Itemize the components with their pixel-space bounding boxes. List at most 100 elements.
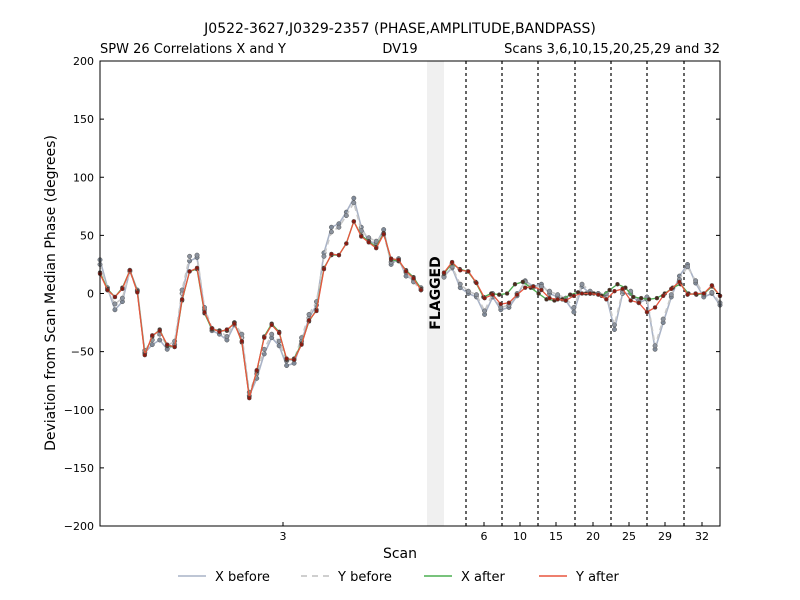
data-point: [628, 298, 633, 303]
y-tick-label: 100: [73, 171, 94, 184]
data-point: [638, 295, 644, 301]
data-point: [299, 342, 304, 347]
data-point: [269, 322, 274, 328]
data-point: [571, 309, 577, 315]
data-point: [187, 269, 192, 274]
data-point: [187, 253, 193, 259]
data-point: [239, 331, 245, 337]
data-point: [149, 342, 155, 348]
data-point: [579, 291, 585, 296]
series-x-after: [97, 219, 723, 400]
data-point: [652, 343, 658, 349]
y-tick-label: 150: [73, 113, 94, 126]
y-tick-label: −50: [71, 346, 94, 359]
data-point: [112, 294, 118, 300]
data-point: [306, 311, 312, 317]
data-point: [336, 224, 342, 230]
chart-subtitle-center: DV19: [382, 42, 417, 57]
data-point: [284, 356, 289, 361]
data-point: [668, 292, 674, 298]
data-point: [247, 395, 252, 401]
data-point: [709, 283, 715, 288]
data-point: [209, 326, 215, 331]
data-point: [276, 330, 282, 336]
y-tick-label: 200: [73, 55, 94, 68]
data-point: [261, 346, 267, 352]
data-point: [512, 281, 518, 287]
data-point: [321, 266, 327, 272]
data-point: [239, 338, 245, 344]
data-point: [172, 344, 177, 350]
data-point: [112, 301, 118, 307]
data-point: [449, 259, 455, 265]
data-point: [441, 270, 447, 275]
chart-subtitle-left: SPW 26 Correlations X and Y: [100, 42, 286, 57]
scan-label: 6: [481, 530, 488, 543]
data-point: [465, 288, 471, 294]
data-point: [120, 286, 125, 292]
series-line: [99, 200, 721, 396]
data-point: [291, 357, 297, 363]
data-point: [105, 287, 110, 293]
data-point: [709, 289, 715, 295]
data-point: [636, 300, 642, 306]
data-point: [135, 290, 140, 295]
series-line: [99, 219, 721, 398]
data-point: [466, 269, 471, 274]
y-tick-label: −200: [64, 520, 94, 533]
data-point: [373, 238, 379, 244]
data-point: [514, 292, 520, 297]
chart-title: J0522-3627,J0329-2357 (PHASE,AMPLITUDE,B…: [203, 21, 596, 37]
data-point: [563, 298, 569, 303]
data-point: [579, 281, 585, 287]
data-point: [224, 334, 230, 339]
data-point: [457, 268, 463, 273]
data-point: [482, 308, 488, 314]
data-point: [547, 295, 552, 301]
data-point: [531, 284, 536, 289]
data-point: [328, 229, 334, 235]
data-point: [567, 292, 573, 297]
scan-label: 10: [513, 530, 527, 543]
data-point: [504, 291, 510, 296]
data-point: [194, 265, 200, 271]
data-point: [351, 195, 357, 201]
x-axis-label: Scan: [383, 546, 417, 562]
data-point: [685, 292, 690, 297]
data-point: [157, 328, 162, 333]
data-point: [604, 297, 609, 302]
series-y-after: [97, 219, 723, 401]
data-point: [164, 342, 170, 347]
data-point: [411, 276, 416, 281]
legend-label: Y after: [575, 570, 619, 585]
data-point: [127, 268, 133, 273]
y-axis-ticks: 200 150 100 50 0 −50 −100 −150 −200: [64, 55, 720, 533]
x-axis-scan-labels: 3 6 10 15 20 25 29 32: [280, 522, 709, 543]
data-point: [418, 287, 424, 293]
data-point: [539, 287, 544, 293]
data-point: [612, 327, 617, 332]
data-point: [321, 253, 327, 259]
y-tick-label: −150: [64, 462, 94, 475]
data-point: [660, 316, 666, 322]
data-point: [482, 295, 487, 301]
scan-label: 20: [586, 530, 600, 543]
series-line: [99, 196, 721, 399]
data-point: [595, 292, 601, 297]
data-point: [329, 251, 334, 257]
y-tick-label: 0: [87, 288, 94, 301]
data-point: [314, 308, 319, 314]
data-point: [660, 293, 666, 299]
legend-label: X after: [461, 570, 505, 585]
data-point: [506, 300, 512, 306]
data-point: [496, 292, 502, 297]
flagged-region: [427, 61, 444, 526]
data-point: [555, 297, 560, 302]
series-layer: [97, 195, 723, 401]
data-point: [388, 256, 394, 261]
data-point: [547, 288, 552, 294]
scan-label: 25: [622, 530, 636, 543]
data-point: [522, 285, 528, 290]
series-line: [99, 219, 721, 399]
